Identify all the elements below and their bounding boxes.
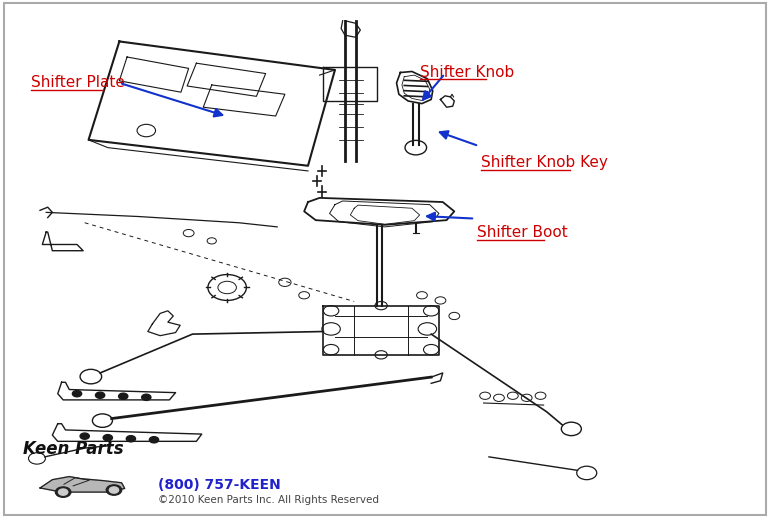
- Text: (800) 757-KEEN: (800) 757-KEEN: [158, 478, 280, 492]
- Text: Shifter Plate: Shifter Plate: [31, 75, 125, 90]
- Text: Shifter Knob: Shifter Knob: [420, 65, 514, 80]
- Circle shape: [95, 392, 105, 398]
- Circle shape: [55, 487, 71, 497]
- Circle shape: [106, 485, 122, 495]
- Circle shape: [80, 433, 89, 439]
- Circle shape: [59, 489, 68, 495]
- Text: Keen Parts: Keen Parts: [23, 440, 124, 458]
- Text: ©2010 Keen Parts Inc. All Rights Reserved: ©2010 Keen Parts Inc. All Rights Reserve…: [158, 495, 379, 505]
- Circle shape: [103, 435, 112, 441]
- Text: Shifter Knob Key: Shifter Knob Key: [481, 155, 608, 170]
- Polygon shape: [40, 477, 125, 492]
- Circle shape: [72, 391, 82, 397]
- Circle shape: [126, 436, 136, 442]
- Circle shape: [149, 437, 159, 443]
- Circle shape: [109, 487, 119, 493]
- Circle shape: [119, 393, 128, 399]
- Text: Shifter Boot: Shifter Boot: [477, 225, 568, 240]
- Circle shape: [142, 394, 151, 400]
